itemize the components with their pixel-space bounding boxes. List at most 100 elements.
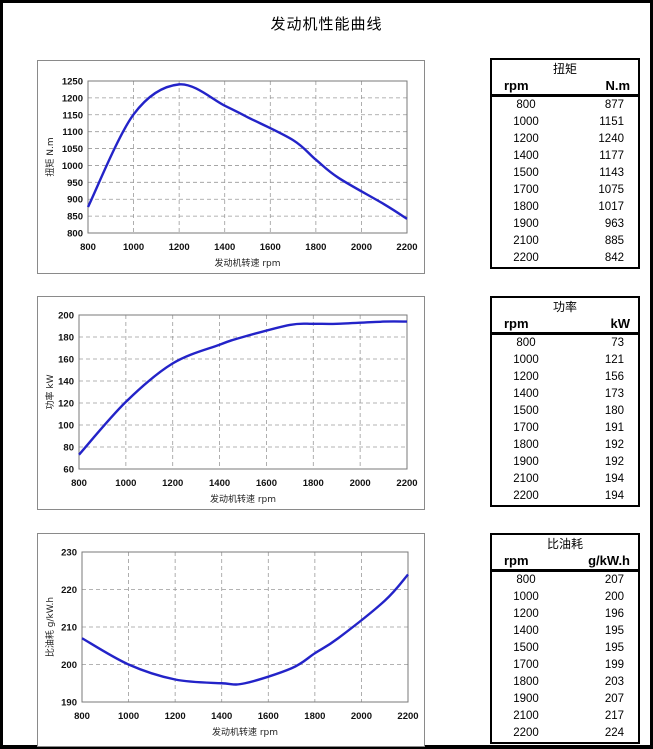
table-units-row: rpm kW [492,315,638,332]
y-tick-label: 950 [67,178,83,189]
x-tick-label: 1400 [211,711,232,722]
rpm-cell: 2200 [513,252,539,264]
x-tick-label: 2000 [351,711,372,722]
x-tick-label: 1600 [260,242,281,253]
rpm-cell: 2200 [513,727,539,739]
power-chart: 60 80 100 120 140 160 180 200 800 1000 1200 1400 160… [37,296,425,510]
rpm-cell: 1000 [513,116,539,128]
y-tick-label: 1050 [62,144,83,155]
y-tick-label: 1000 [62,161,83,172]
value-cell: 207 [604,574,624,586]
x-tick-label: 2200 [397,711,418,722]
table-units-row: rpm N.m [492,77,638,94]
table-row: 1500 1143 [492,165,638,182]
table-row: 1900 963 [492,216,638,233]
table-row: 1900 207 [492,691,638,708]
rpm-cell: 1700 [513,184,539,196]
x-tick-label: 1000 [123,242,144,253]
value-cell: 842 [604,252,624,264]
value-cell: 217 [604,710,624,722]
data-line [81,573,409,686]
x-tick-label: 1600 [256,478,277,489]
torque-column-header: N.m [605,78,630,93]
value-cell: 196 [604,608,624,620]
torque-chart-svg: 800 850 900 950 1000 1050 1100 1150 1200 1250 800 1… [44,77,418,270]
power-chart-svg: 60 80 100 120 140 160 180 200 800 1000 1200 1400 160… [44,311,418,506]
table-body: 800 877 1000 1151 1200 1240 1400 1177 1500 1143 17… [492,97,638,267]
rpm-cell: 1800 [513,439,539,451]
rpm-column-header: rpm [504,78,529,93]
x-tick-label: 2000 [351,242,372,253]
power-table: 功率 rpm kW 800 73 1000 121 1200 156 1400 173 1500… [490,296,640,507]
data-line [78,320,408,456]
x-tick-label: 2200 [396,242,417,253]
y-tick-label: 1150 [62,110,83,121]
rpm-cell: 800 [516,574,536,586]
value-cell: 1143 [599,167,624,179]
data-line [86,83,408,220]
x-tick-label: 2200 [396,478,417,489]
x-tick-label: 800 [71,478,87,489]
x-tick-label: 1800 [303,478,324,489]
value-cell: 963 [604,218,624,230]
x-tick-label: 1800 [304,711,325,722]
x-tick-label: 1200 [165,711,186,722]
plot-area [87,80,408,234]
value-cell: 173 [604,388,624,400]
rpm-cell: 1700 [513,659,539,671]
rpm-cell: 1200 [513,608,539,620]
rpm-cell: 2100 [513,473,539,485]
rpm-column-header: rpm [504,316,529,331]
y-tick-label: 120 [58,399,74,410]
x-axis-label: 发动机转速 rpm [214,257,280,269]
y-axis-label: 功率 kW [44,374,56,409]
table-row: 1700 191 [492,420,638,437]
table-row: 1000 200 [492,589,638,606]
fuel-consumption-chart: 190 200 210 220 230 800 1000 1200 1400 1600 1800 20… [37,533,425,747]
y-tick-label: 200 [61,660,77,671]
table-row: 800 207 [492,572,638,589]
table-body: 800 207 1000 200 1200 196 1400 195 1500 195 1700 19… [492,572,638,742]
power-column-header: kW [610,316,631,331]
value-cell: 121 [604,354,624,366]
torque-table: 扭矩 rpm N.m 800 877 1000 1151 1200 1240 1400 117… [490,58,640,269]
rpm-cell: 1400 [513,150,539,162]
rpm-cell: 2100 [513,710,539,722]
y-tick-label: 140 [58,377,74,388]
fuel-consumption-table: 比油耗 rpm g/kW.h 800 207 1000 200 1200 196 1400 1… [490,533,640,744]
rpm-cell: 1700 [513,422,539,434]
table-row: 1700 199 [492,657,638,674]
value-cell: 224 [604,727,624,739]
table-row: 800 877 [492,97,638,114]
y-tick-label: 220 [61,585,77,596]
rpm-cell: 800 [516,337,536,349]
y-tick-label: 1100 [62,127,83,138]
value-cell: 195 [604,642,624,654]
grid [88,81,407,233]
value-cell: 1017 [598,201,624,213]
value-cell: 885 [604,235,624,247]
x-tick-label: 1600 [258,711,279,722]
y-tick-label: 160 [58,355,74,366]
value-cell: 195 [604,625,624,637]
rpm-cell: 1200 [513,133,539,145]
table-row: 2100 885 [492,233,638,250]
y-axis-label: 比油耗 g/kW.h [44,597,56,657]
table-title: 扭矩 [552,62,577,76]
table-title: 比油耗 [546,537,583,551]
table-header: 比油耗 rpm g/kW.h [492,535,638,572]
y-tick-label: 180 [58,333,74,344]
value-cell: 192 [604,456,624,468]
table-row: 1000 1151 [492,114,638,131]
rpm-cell: 2200 [513,490,539,502]
rpm-cell: 1000 [513,591,539,603]
value-cell: 203 [604,676,624,688]
value-cell: 1177 [599,150,624,162]
value-cell: 194 [604,490,624,502]
rpm-cell: 1900 [513,693,539,705]
x-tick-label: 1200 [162,478,183,489]
value-cell: 191 [604,422,624,434]
y-tick-label: 1200 [62,93,83,104]
table-body: 800 73 1000 121 1200 156 1400 173 1500 180 1700 191… [492,335,638,505]
table-row: 1200 196 [492,606,638,623]
